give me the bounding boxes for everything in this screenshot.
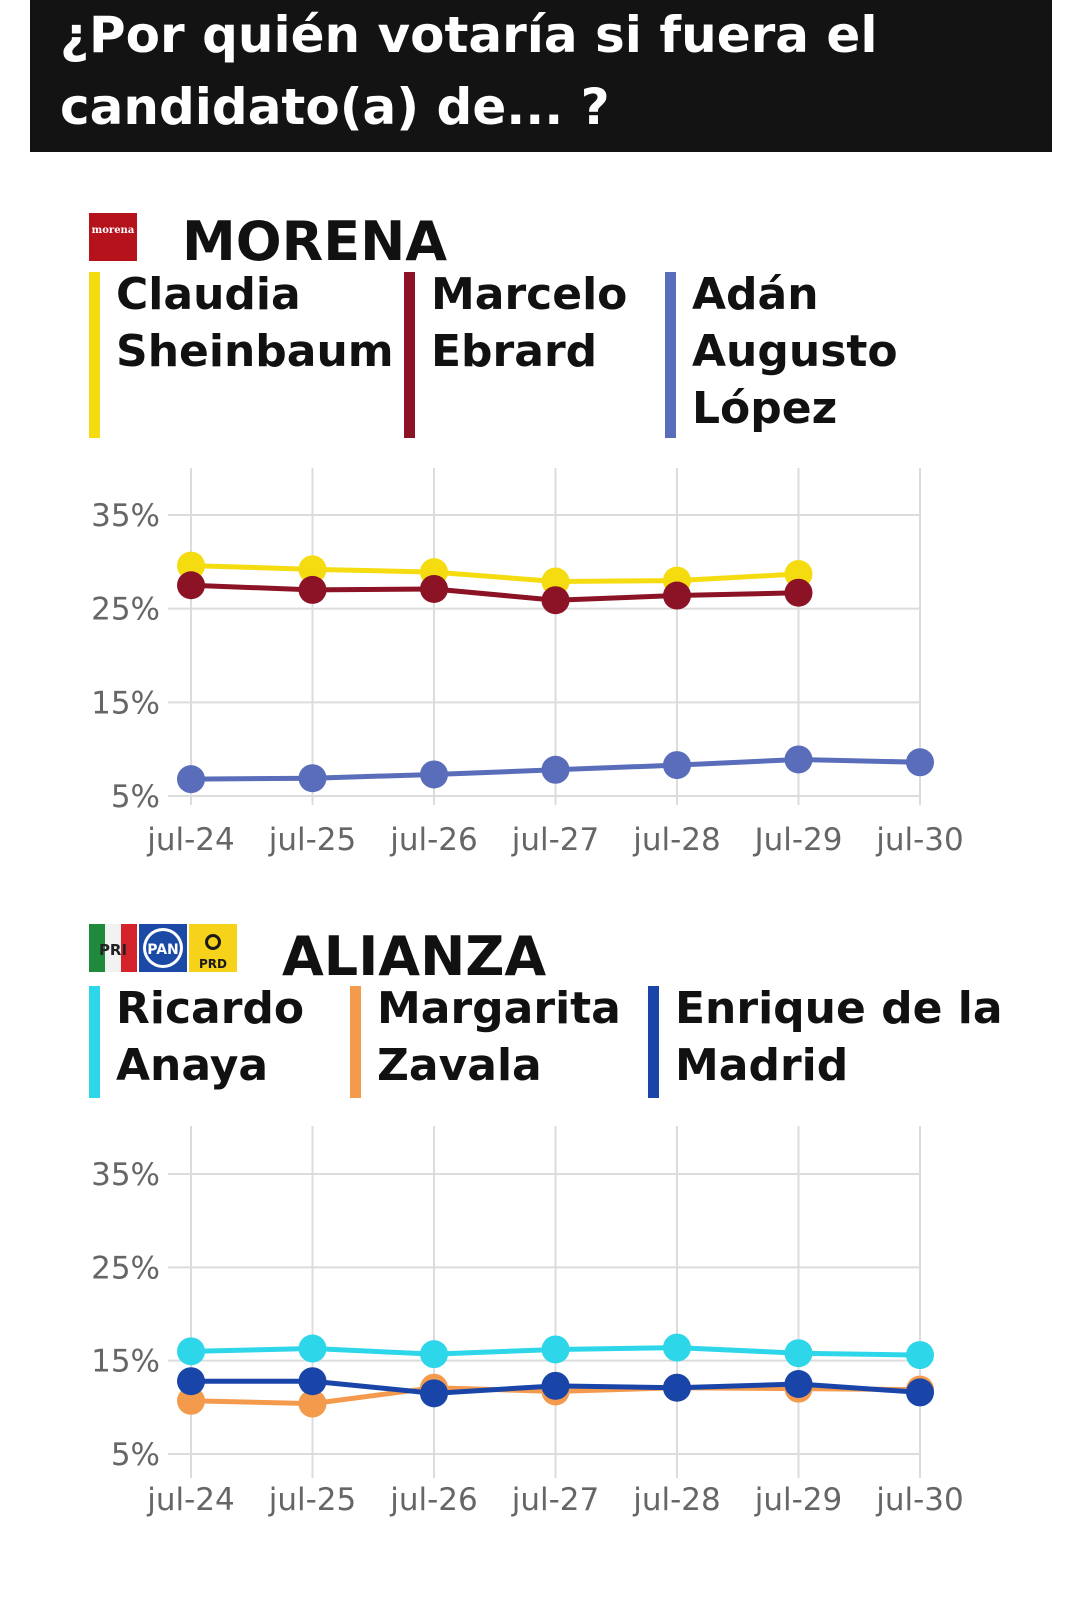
data-point-series-2 — [784, 578, 813, 607]
y-tick-label: 5% — [111, 779, 160, 815]
candidate-name-line: Claudia — [116, 269, 301, 320]
candidate-name: Enrique de la Madrid — [675, 980, 1003, 1094]
data-point-series-2 — [298, 575, 327, 604]
y-tick-label: 35% — [91, 498, 160, 534]
candidate-color-bar — [404, 272, 415, 438]
candidate-name-line: Ebrard — [431, 326, 598, 377]
candidate-name-line: Enrique de la — [675, 983, 1003, 1034]
x-tick-label: jul-26 — [389, 1482, 478, 1518]
x-tick-label: jul-25 — [268, 1482, 357, 1518]
x-tick-label: jul-25 — [268, 822, 357, 858]
data-point-series-3 — [298, 1367, 327, 1396]
candidate-color-bar — [89, 986, 100, 1098]
data-point-series-1 — [177, 551, 205, 580]
candidate-color-bar — [350, 986, 361, 1098]
candidate-color-bar — [665, 272, 676, 438]
data-point-series-1 — [298, 555, 327, 584]
candidate-name: Ricardo Anaya — [116, 980, 304, 1094]
prd-logo: PRD — [189, 924, 237, 972]
data-point-series-2 — [177, 1386, 205, 1415]
x-tick-label: Jul-29 — [752, 822, 842, 858]
candidate-color-bar — [648, 986, 659, 1098]
data-point-series-1 — [906, 1341, 934, 1370]
party-title-alianza: ALIANZA — [282, 925, 547, 988]
candidate-name-line: Marcelo — [431, 269, 628, 320]
prd-logo-text: PRD — [199, 957, 227, 971]
party-title-morena: MORENA — [182, 210, 448, 273]
data-point-series-3 — [663, 751, 691, 780]
candidate-name-line: Adán — [692, 269, 819, 320]
title-line-2: candidato(a) de... ? — [60, 78, 610, 136]
data-point-series-3 — [420, 1379, 448, 1408]
data-point-series-2 — [663, 581, 691, 610]
data-point-series-2 — [177, 571, 205, 600]
data-point-series-1 — [298, 1334, 327, 1363]
x-tick-label: jul-29 — [754, 1482, 843, 1518]
title-banner: ¿Por quién votaría si fuera el candidato… — [30, 0, 1052, 152]
data-point-series-3 — [906, 1378, 934, 1407]
candidate-name-line: Anaya — [116, 1040, 269, 1091]
data-point-series-3 — [784, 1370, 813, 1398]
data-point-series-3 — [906, 748, 934, 777]
x-tick-label: jul-27 — [511, 1482, 600, 1518]
data-point-series-2 — [541, 586, 570, 615]
series-line-2 — [190, 582, 799, 603]
morena-logo-text: morena — [91, 225, 135, 236]
data-point-series-3 — [663, 1373, 691, 1402]
y-tick-label: 15% — [91, 685, 160, 721]
data-point-series-3 — [420, 760, 448, 789]
data-point-series-2 — [420, 574, 448, 603]
pri-logo: PRI — [89, 924, 137, 972]
candidate-name-line: Zavala — [377, 1040, 542, 1091]
data-point-series-3 — [541, 755, 570, 784]
y-tick-label: 25% — [91, 1250, 160, 1286]
candidate-color-bar — [89, 272, 100, 438]
x-tick-label: jul-28 — [632, 822, 721, 858]
x-tick-label: jul-30 — [875, 822, 964, 858]
candidate-name-line: López — [692, 383, 838, 434]
candidate-name-line: Madrid — [675, 1040, 849, 1091]
series-line-1 — [190, 563, 799, 585]
x-tick-label: jul-27 — [511, 822, 600, 858]
candidate-name-line: Margarita — [377, 983, 621, 1034]
data-point-series-3 — [177, 1367, 205, 1396]
y-tick-label: 5% — [111, 1437, 160, 1473]
data-point-series-1 — [784, 1339, 813, 1368]
data-point-series-3 — [784, 745, 813, 774]
candidate-name-line: Augusto — [692, 326, 898, 377]
x-tick-label: jul-28 — [632, 1482, 721, 1518]
data-point-series-3 — [177, 765, 205, 794]
data-point-series-3 — [541, 1371, 570, 1400]
pan-logo: PAN — [139, 924, 187, 972]
morena-logo: morena — [89, 213, 137, 261]
pan-logo-text: PAN — [147, 942, 179, 958]
candidate-name-line: Sheinbaum — [116, 326, 394, 377]
pri-logo-text: PRI — [99, 941, 127, 959]
data-point-series-1 — [177, 1337, 205, 1366]
data-point-series-2 — [298, 1389, 327, 1418]
candidate-name-line: Ricardo — [116, 983, 305, 1034]
data-point-series-1 — [420, 1340, 448, 1369]
title-line-1: ¿Por quién votaría si fuera el — [60, 6, 878, 64]
alianza-line-chart: 35% 25% 15% 5% jul-24 jul-25 jul-26 jul-27 jul-2… — [91, 1126, 964, 1518]
data-point-series-1 — [663, 1333, 691, 1362]
data-point-series-1 — [541, 1335, 570, 1364]
data-point-series-3 — [298, 764, 327, 793]
x-tick-label: jul-30 — [875, 1482, 964, 1518]
y-tick-label: 35% — [91, 1157, 160, 1193]
candidate-name: Adán Augusto López — [692, 266, 898, 437]
x-tick-label: jul-24 — [146, 1482, 235, 1518]
candidate-name: Margarita Zavala — [377, 980, 621, 1094]
x-tick-label: jul-26 — [389, 822, 478, 858]
candidate-name: Marcelo Ebrard — [431, 266, 627, 380]
y-tick-label: 25% — [91, 592, 160, 628]
morena-line-chart: 35% 25% 15% 5% jul-24 jul-25 jul-26 jul-27 jul-2… — [91, 468, 964, 858]
y-tick-label: 15% — [91, 1344, 160, 1380]
candidate-name: Claudia Sheinbaum — [116, 266, 394, 380]
x-tick-label: jul-24 — [146, 822, 235, 858]
